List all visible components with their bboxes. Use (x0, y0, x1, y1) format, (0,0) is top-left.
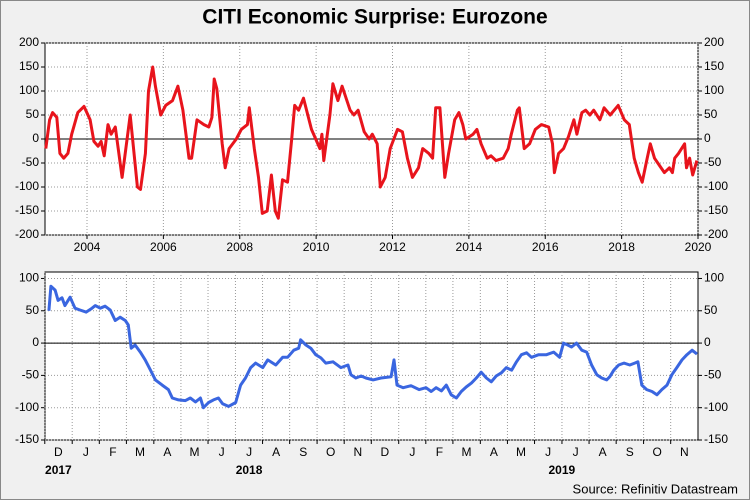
x-tick-label: 2004 (74, 240, 101, 254)
line-series (47, 284, 698, 410)
x-tick-label: J (573, 445, 579, 459)
y-tick-label: 50 (26, 107, 40, 121)
y-tick-label: 0 (32, 131, 39, 145)
x-tick-label: J (545, 445, 551, 459)
x-tick-label: J (409, 445, 415, 459)
x-tick-label: F (109, 445, 116, 459)
y-tick-label-right: 0 (704, 335, 711, 349)
x-tick-label: M (462, 445, 472, 459)
y-tick-label: 100 (19, 271, 39, 285)
y-tick-label: 150 (19, 59, 39, 73)
x-tick-label: 2020 (685, 240, 712, 254)
x-tick-label: F (436, 445, 443, 459)
y-tick-label-right: 100 (704, 83, 724, 97)
x-tick-label: A (490, 445, 498, 459)
y-tick-label-right: -50 (704, 368, 722, 382)
x-tick-label: 2016 (532, 240, 559, 254)
year-label: 2017 (45, 463, 72, 477)
y-tick-label: -50 (22, 155, 40, 169)
x-tick-label: J (83, 445, 89, 459)
y-tick-label: 100 (19, 83, 39, 97)
x-tick-label: N (353, 445, 362, 459)
y-tick-label: 0 (32, 335, 39, 349)
chart-title: CITI Economic Surprise: Eurozone (202, 6, 547, 29)
y-tick-label: -150 (15, 432, 39, 446)
x-tick-label: D (381, 445, 390, 459)
year-label: 2018 (236, 463, 263, 477)
x-tick-label: S (299, 445, 307, 459)
x-tick-label: O (326, 445, 335, 459)
y-tick-label: 200 (19, 35, 39, 49)
x-tick-label: N (680, 445, 689, 459)
y-tick-label-right: -100 (704, 179, 728, 193)
x-tick-label: 2006 (150, 240, 177, 254)
y-tick-label-right: 50 (704, 303, 718, 317)
x-tick-label: A (163, 445, 171, 459)
y-tick-label-right: 150 (704, 59, 724, 73)
y-tick-label-right: 50 (704, 107, 718, 121)
x-tick-label: M (516, 445, 526, 459)
y-tick-label: -150 (15, 203, 39, 217)
x-tick-label: J (246, 445, 252, 459)
y-tick-label: 50 (26, 303, 40, 317)
x-tick-label: A (599, 445, 607, 459)
y-tick-label-right: 0 (704, 131, 711, 145)
x-tick-label: 2012 (379, 240, 406, 254)
y-tick-label-right: -150 (704, 432, 728, 446)
line-series (44, 65, 699, 220)
y-tick-label: -100 (15, 179, 39, 193)
x-tick-label: D (54, 445, 63, 459)
y-tick-label: -200 (15, 227, 39, 241)
year-label: 2019 (548, 463, 575, 477)
y-tick-label-right: -50 (704, 155, 722, 169)
y-tick-label: -100 (15, 400, 39, 414)
x-tick-label: O (653, 445, 662, 459)
y-tick-label-right: 100 (704, 271, 724, 285)
x-tick-label: A (272, 445, 280, 459)
y-tick-label-right: 200 (704, 35, 724, 49)
y-tick-label: -50 (22, 368, 40, 382)
x-tick-label: 2014 (456, 240, 483, 254)
y-tick-label-right: -150 (704, 203, 728, 217)
x-tick-label: S (626, 445, 634, 459)
y-tick-label-right: -200 (704, 227, 728, 241)
x-tick-label: 2008 (226, 240, 253, 254)
source: Source: Refinitiv Datastream (573, 481, 738, 496)
x-tick-label: M (135, 445, 145, 459)
x-tick-label: 2010 (303, 240, 330, 254)
x-tick-label: 2018 (608, 240, 635, 254)
y-tick-label-right: -100 (704, 400, 728, 414)
x-tick-label: J (219, 445, 225, 459)
x-tick-label: M (190, 445, 200, 459)
